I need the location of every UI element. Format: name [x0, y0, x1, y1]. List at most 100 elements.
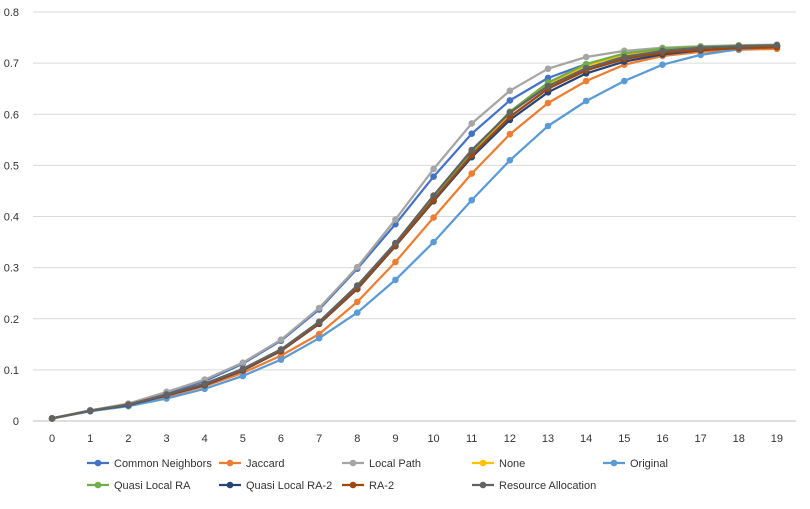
- data-point: [544, 99, 552, 107]
- data-point: [430, 165, 437, 173]
- data-point: [86, 407, 94, 415]
- data-point: [582, 64, 590, 72]
- y-tick-label: 0.8: [4, 7, 19, 19]
- legend-item: Jaccard: [219, 458, 285, 470]
- data-point: [201, 380, 208, 387]
- data-point: [125, 401, 132, 408]
- legend-swatch-marker: [479, 459, 487, 467]
- x-tick-label: 7: [316, 433, 322, 445]
- data-point: [506, 87, 514, 95]
- data-point: [430, 192, 437, 199]
- x-tick-label: 12: [504, 433, 516, 445]
- grid: [33, 11, 796, 371]
- data-point: [621, 77, 628, 85]
- series-line: [51, 45, 777, 420]
- y-tick-label: 0.1: [4, 365, 19, 377]
- legend-item: None: [472, 458, 525, 470]
- legend-label: Common Neighbors: [114, 458, 212, 470]
- legend-swatch-marker: [94, 459, 102, 467]
- data-point: [277, 336, 285, 344]
- series-line: [51, 46, 777, 420]
- x-tick-label: 6: [278, 433, 284, 445]
- data-point: [468, 146, 476, 154]
- data-point: [544, 65, 552, 73]
- data-point: [48, 415, 56, 422]
- data-point: [239, 365, 247, 373]
- data-point: [315, 318, 323, 326]
- data-point: [163, 391, 170, 398]
- y-tick-label: 0.3: [4, 263, 19, 275]
- data-point: [430, 238, 437, 246]
- data-point: [544, 74, 552, 82]
- data-point: [621, 53, 628, 61]
- data-point: [392, 258, 399, 266]
- data-point: [315, 304, 323, 312]
- legend-item: Common Neighbors: [87, 458, 212, 470]
- data-point: [430, 173, 437, 180]
- data-point: [392, 276, 399, 284]
- series-lines: [48, 41, 781, 422]
- x-tick-label: 3: [163, 433, 169, 445]
- legend: Common Neighbors Jaccard Local Path None Ori…: [87, 458, 668, 492]
- legend-item: Original: [603, 458, 668, 470]
- series-line: [51, 44, 777, 420]
- legend-swatch-marker: [610, 459, 618, 467]
- legend-swatch-marker: [226, 459, 234, 467]
- legend-swatch-marker: [479, 481, 487, 489]
- series-quasi-local-ra: [48, 41, 781, 422]
- series-line: [51, 43, 777, 420]
- series-original: [48, 42, 781, 422]
- data-point: [544, 122, 552, 130]
- x-tick-label: 13: [542, 433, 554, 445]
- y-tick-label: 0.4: [4, 212, 19, 224]
- data-point: [315, 334, 323, 342]
- data-point: [353, 263, 361, 271]
- data-point: [392, 216, 399, 223]
- data-point: [735, 42, 743, 50]
- legend-swatch-marker: [226, 481, 234, 489]
- legend-swatch-marker: [349, 481, 357, 489]
- y-tick-label: 0.5: [4, 160, 19, 172]
- axes: 00.10.20.30.40.50.60.70.80 1 2 3 4 5 6 7 8 9 10 11 1…: [4, 7, 796, 445]
- x-tick-label: 8: [354, 433, 360, 445]
- x-tick-label: 11: [466, 433, 477, 445]
- legend-label: Quasi Local RA: [114, 480, 191, 492]
- x-tick-label: 4: [202, 433, 208, 445]
- x-tick-label: 16: [656, 433, 668, 445]
- data-point: [659, 47, 666, 55]
- data-point: [277, 346, 285, 353]
- x-tick-label: 18: [733, 433, 745, 445]
- data-point: [582, 97, 590, 105]
- legend-label: None: [499, 458, 525, 470]
- data-point: [582, 53, 590, 61]
- legend-item: Quasi Local RA-2: [219, 480, 332, 492]
- y-tick-label: 0.7: [4, 58, 19, 70]
- legend-label: Original: [630, 458, 668, 470]
- legend-label: Jaccard: [246, 458, 285, 470]
- data-point: [468, 196, 476, 204]
- series-common-neighbors: [48, 41, 781, 422]
- data-point: [506, 130, 514, 138]
- data-point: [468, 120, 476, 127]
- data-point: [773, 41, 781, 49]
- x-tick-label: 1: [87, 433, 93, 445]
- data-point: [430, 214, 437, 221]
- data-point: [353, 309, 361, 316]
- x-tick-label: 10: [427, 433, 439, 445]
- data-point: [544, 82, 552, 90]
- series-resource-allocation: [48, 41, 781, 422]
- legend-item: RA-2: [342, 480, 394, 492]
- data-point: [582, 77, 590, 85]
- x-tick-label: 9: [392, 433, 398, 445]
- data-point: [353, 298, 361, 306]
- legend-label: Resource Allocation: [499, 480, 596, 492]
- series-quasi-local-ra-2: [48, 42, 781, 422]
- data-point: [353, 282, 361, 289]
- legend-label: Local Path: [369, 458, 421, 470]
- legend-item: Resource Allocation: [472, 480, 596, 492]
- y-tick-label: 0.2: [4, 314, 19, 326]
- series-line: [51, 44, 777, 420]
- data-point: [659, 61, 666, 68]
